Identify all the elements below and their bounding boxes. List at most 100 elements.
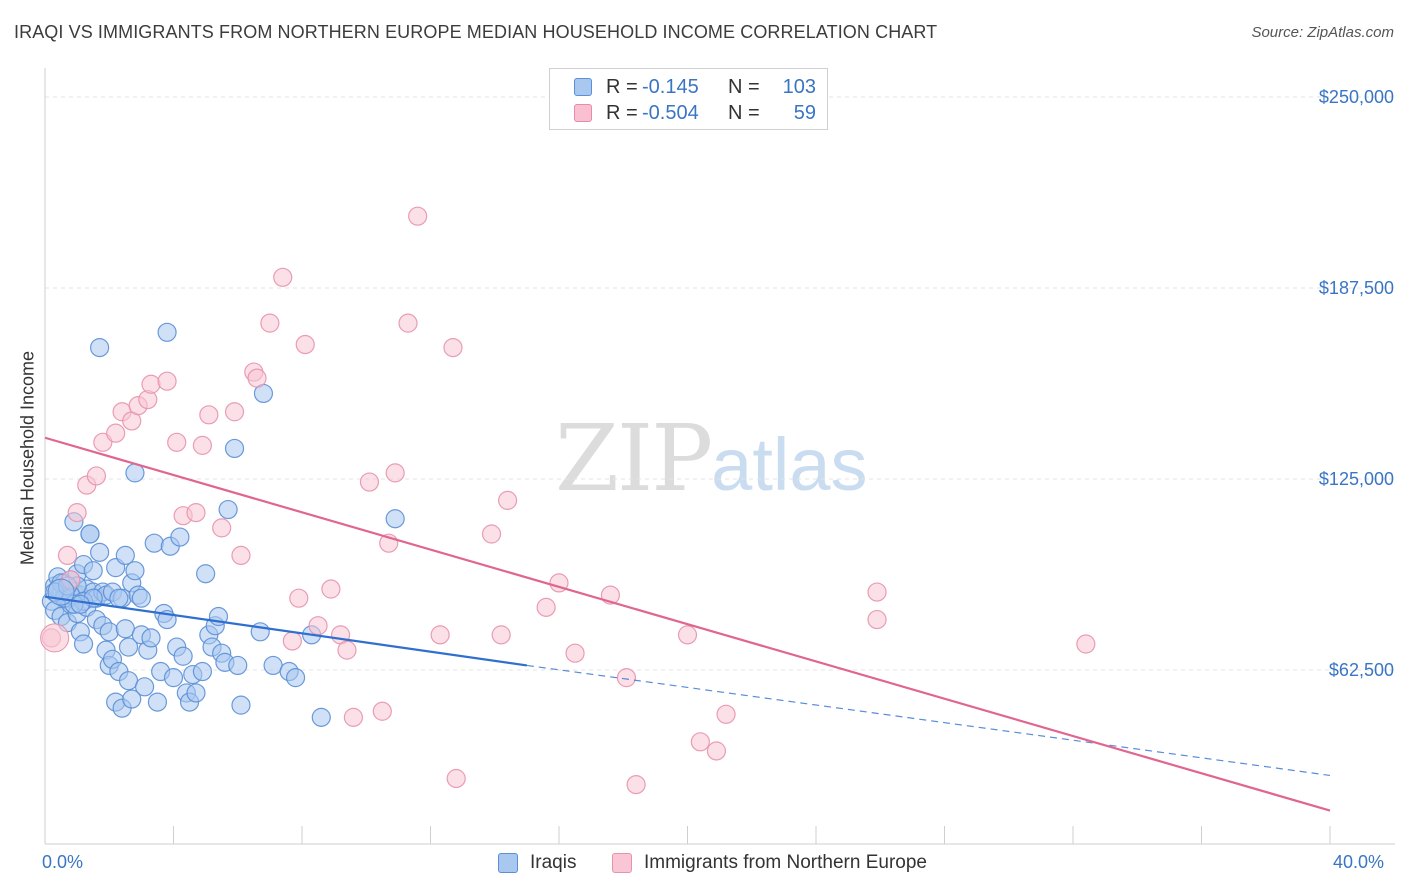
northern-europe-point — [867, 582, 887, 602]
legend-r-value: -0.145 — [642, 75, 699, 98]
northern-europe-point — [199, 405, 219, 425]
iraqi-point — [285, 668, 306, 688]
iraqi-point — [218, 499, 238, 520]
northern-europe-point — [337, 640, 357, 660]
northern-europe-point — [167, 432, 187, 452]
northern-europe-point — [626, 774, 646, 795]
northern-europe-point — [498, 490, 518, 510]
iraqi-point — [131, 588, 151, 608]
x-tick-label-max: 40.0% — [1333, 852, 1385, 872]
northern-europe-point — [308, 616, 328, 636]
northern-europe-point — [536, 597, 556, 617]
iraqi-point — [134, 677, 155, 697]
iraqi-point — [163, 668, 184, 688]
iraqi-point — [141, 628, 161, 648]
x-tick-label-min: 0.0% — [42, 852, 84, 872]
iraqi-trend-line — [44, 595, 528, 667]
iraqi-point — [118, 671, 139, 691]
legend-label-iraqis: Iraqis — [530, 852, 577, 873]
legend-n-value: 103 — [782, 75, 816, 98]
chart-title: IRAQI VS IMMIGRANTS FROM NORTHERN EUROPE… — [14, 22, 938, 42]
legend-swatch-northern-europe — [612, 853, 632, 873]
northern-europe-point — [491, 625, 511, 645]
legend-n-value: 59 — [793, 101, 816, 124]
northern-europe-point — [716, 704, 736, 724]
northern-europe-point — [231, 545, 251, 566]
iraqi-point — [311, 707, 331, 727]
northern-europe-point — [192, 435, 213, 455]
iraqi-point — [224, 438, 245, 459]
source-credit: Source: ZipAtlas.com — [1251, 24, 1394, 41]
iraqi-point — [173, 646, 193, 666]
watermark-zip: ZIP — [555, 405, 713, 512]
iraqi-point — [70, 594, 90, 614]
northern-europe-point — [616, 668, 637, 688]
legend-item-iraqis[interactable]: Iraqis — [498, 852, 576, 874]
iraqi-point — [157, 322, 177, 342]
trend-lines — [44, 436, 1331, 812]
iraqi-point — [118, 637, 139, 657]
northern-europe-point — [295, 334, 315, 355]
y-tick-label: $187,500 — [1318, 278, 1394, 298]
northern-europe-point — [1076, 634, 1096, 654]
northern-europe-point — [443, 337, 463, 358]
legend-n-label: N = — [728, 75, 760, 98]
iraqi-point — [186, 683, 206, 703]
iraqi-point — [115, 545, 135, 566]
northern-europe-point — [446, 768, 466, 789]
legend-r-label: R = — [606, 101, 638, 124]
iraqi-point — [99, 622, 119, 642]
northern-europe-point — [706, 741, 727, 761]
iraqi-point — [147, 692, 168, 712]
northern-europe-point — [224, 402, 245, 422]
northern-europe-point — [372, 701, 392, 721]
legend-r-label: R = — [606, 75, 638, 98]
watermark: ZIPatlas — [555, 405, 867, 512]
legend-swatch-iraqis — [498, 853, 518, 873]
northern-europe-point — [57, 545, 78, 566]
northern-europe-point — [273, 267, 293, 287]
axes — [44, 68, 1395, 845]
data-points — [40, 206, 1096, 795]
y-axis-label: Median Household Income — [17, 350, 38, 566]
legend-item-northern-europe[interactable]: Immigrants from Northern Europe — [612, 852, 927, 874]
iraqi-trend-extension — [526, 664, 1331, 777]
iraqi-point — [196, 564, 216, 584]
y-tick-label: $62,500 — [1328, 660, 1394, 680]
legend-r-value: -0.504 — [642, 101, 699, 124]
iraqi-point — [80, 524, 100, 544]
y-tick-label: $125,000 — [1318, 469, 1394, 489]
legend-swatch-blue — [574, 78, 592, 96]
iraqi-point — [122, 689, 142, 709]
iraqi-point — [73, 634, 94, 654]
y-tick-label: $250,000 — [1318, 87, 1394, 107]
northern-europe-point — [385, 463, 405, 483]
northern-europe-point — [106, 423, 126, 443]
legend-swatch-pink — [574, 104, 592, 122]
northern-europe-point — [67, 503, 87, 523]
iraqi-point — [170, 527, 190, 547]
watermark-atlas: atlas — [711, 423, 868, 506]
iraqi-point — [109, 588, 129, 608]
northern-europe-point — [260, 313, 280, 333]
correlation-legend: R = -0.145 N = 103 R = -0.504 N = 59 — [549, 68, 828, 130]
iraqi-point — [231, 695, 251, 715]
northern-europe-point — [481, 524, 502, 544]
northern-europe-point — [86, 466, 107, 486]
iraqi-point — [228, 655, 248, 676]
legend-n-label: N = — [728, 101, 760, 124]
iraqi-point — [90, 337, 110, 358]
iraqi-point — [144, 533, 164, 553]
northern-europe-point — [398, 313, 418, 333]
northern-europe-point — [359, 472, 380, 492]
iraqi-point — [90, 542, 110, 562]
iraqi-point — [115, 619, 135, 639]
grid-lines — [45, 96, 1395, 671]
northern-europe-point — [157, 371, 177, 391]
northern-europe-point — [565, 643, 585, 663]
series-legend: Iraqis Immigrants from Northern Europe — [0, 852, 1406, 878]
iraqi-point — [263, 655, 283, 676]
iraqi-point — [385, 509, 405, 529]
iraqi-point — [125, 561, 145, 581]
